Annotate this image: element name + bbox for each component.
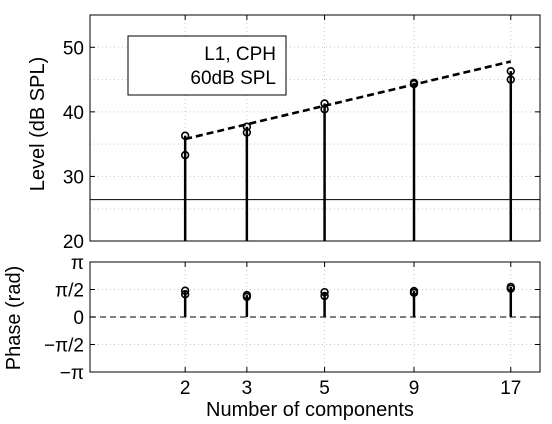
legend-line-1: L1, CPH [204,44,276,65]
phase-y-tick-label: 0 [73,308,84,329]
x-axis-label: Number of components [206,399,414,421]
level-trend-line [184,60,512,141]
phase-marker [409,288,419,298]
trend-line [184,60,512,141]
level-y-tick-label: 50 [63,38,84,59]
level-y-tick-label: 40 [63,103,84,124]
level-marker [506,75,515,84]
x-tick-label: 2 [180,378,191,399]
phase-marker [320,291,329,301]
level-marker [180,131,190,140]
phase-y-tick-label: −π [60,363,84,384]
level-panel: 20 30 40 50 L1, CPH 60dB SPL Level (dB SPL) [27,14,541,253]
legend-box [127,35,287,96]
x-tick-label: 3 [242,378,253,399]
level-marker [242,128,252,137]
level-marker [180,150,190,160]
x-tick-label: 17 [500,378,521,399]
phase-y-tick-label: −π/2 [44,336,84,357]
level-marker [320,105,329,114]
level-y-tick-label: 20 [63,232,84,253]
phase-y-tick-label: π/2 [55,281,84,302]
phase-marker [180,286,190,295]
legend-line-2: 60dB SPL [190,68,276,89]
level-marker [506,66,515,76]
phase-markers [180,282,515,302]
x-tick-label: 9 [409,378,420,399]
x-tick-label: 5 [319,378,330,399]
level-marker [409,79,419,89]
level-stems [183,71,513,241]
phase-y-axis-label: Phase (rad) [3,266,25,371]
level-y-tick-label: 30 [63,167,84,188]
phase-y-tick-label: π [71,253,84,274]
level-marker [242,122,252,131]
level-marker [320,99,329,108]
phase-x-ticks: 2 3 5 9 17 [180,262,521,399]
legend: L1, CPH 60dB SPL [127,35,287,96]
phase-panel: π π/2 0 −π/2 −π 2 3 5 9 17 Phase (rad) Number of… [3,253,541,421]
phase-marker [320,287,329,297]
phase-marker [242,292,252,302]
level-markers [180,66,515,160]
phase-y-ticks: π π/2 0 −π/2 −π [44,253,540,384]
phase-marker [506,284,515,293]
phase-marker [180,290,190,299]
level-y-axis-label: Level (dB SPL) [27,57,49,192]
level-y-ticks: 20 30 40 50 [63,15,540,253]
